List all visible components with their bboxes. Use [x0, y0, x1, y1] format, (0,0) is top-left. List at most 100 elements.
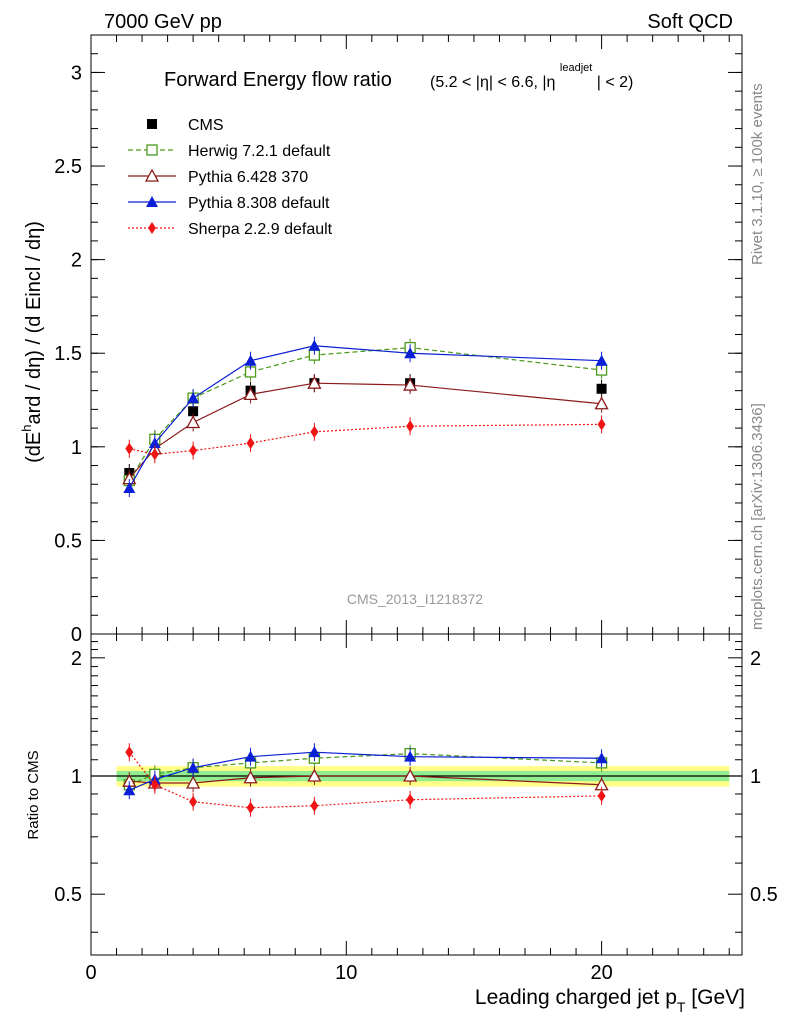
- main-data-point: [404, 347, 417, 359]
- ratio-data-point: [307, 768, 322, 782]
- main-data-point: [243, 387, 258, 401]
- ratio-data-point: [597, 789, 606, 802]
- legend-marker: [146, 196, 158, 207]
- analysis-watermark: CMS_2013_I1218372: [347, 591, 483, 607]
- main-series-2: [122, 374, 609, 488]
- main-data-point: [188, 406, 199, 417]
- ratio-y-tick-label: 0.5: [54, 884, 82, 906]
- ratio-y-tick-label-right: 0.5: [750, 884, 778, 906]
- main-plot-title-cut: (5.2 < |η| < 6.6, |η leadjet | < 2): [430, 58, 633, 91]
- title-cut-end: | < 2): [597, 74, 634, 91]
- y-label-sup: h: [19, 425, 34, 432]
- ratio-y-tick-label: 1: [71, 766, 82, 788]
- x-tick-label: 20: [590, 962, 612, 984]
- main-series-3: [123, 336, 608, 497]
- ratio-data-point: [404, 750, 417, 762]
- main-series-line: [128, 347, 602, 481]
- y-tick-label: 0: [71, 624, 82, 646]
- y-tick-label: 3: [71, 62, 82, 84]
- ratio-data-point: [187, 761, 200, 773]
- title-cut-text: (5.2 < |η| < 6.6, |η: [430, 74, 555, 91]
- main-data-point: [125, 442, 134, 455]
- x-label-sub: T: [677, 999, 686, 1015]
- main-data-point: [595, 354, 608, 366]
- y-tick-label: 2.5: [54, 156, 82, 178]
- main-axes: 0 0.5 1 1.5 2 2.5 3: [54, 34, 742, 646]
- ratio-data-point: [406, 793, 415, 806]
- legend-marker: [146, 144, 158, 156]
- ratio-data-point: [308, 746, 321, 758]
- y-tick-label: 1.5: [54, 343, 82, 365]
- main-data-point: [594, 396, 609, 410]
- ratio-data-point: [123, 784, 136, 796]
- y-tick-label: 2: [71, 250, 82, 272]
- main-data-point: [310, 425, 319, 438]
- main-series-4: [125, 415, 606, 464]
- legend-item: CMS: [147, 117, 224, 134]
- ratio-y-tick-label-right: 1: [750, 766, 761, 788]
- main-plot-panel: Forward Energy flow ratio (5.2 < |η| < 6…: [19, 34, 743, 646]
- legend-item: Sherpa 2.2.9 default: [128, 221, 333, 238]
- main-data-point: [187, 392, 200, 404]
- main-data-point: [246, 437, 255, 450]
- legend-item: Pythia 6.428 370: [128, 168, 308, 186]
- main-data-point: [596, 383, 607, 394]
- main-data-point: [308, 339, 321, 351]
- x-tick-label: 10: [335, 962, 357, 984]
- ratio-plot-panel: Ratio to CMS Leading charged jet pT [GeV…: [25, 633, 778, 1015]
- legend-label: Herwig 7.2.1 default: [188, 143, 331, 160]
- main-y-axis-label: (dEhard / dη) / (d Eincl / dη): [19, 221, 45, 463]
- main-data-point: [123, 481, 136, 493]
- main-data-point: [307, 375, 322, 389]
- main-data-point: [186, 415, 201, 429]
- ratio-data-point: [246, 801, 255, 814]
- header-energy-label: 7000 GeV pp: [104, 11, 222, 33]
- x-label-main: Leading charged jet p: [475, 986, 677, 1009]
- main-data-point: [244, 354, 257, 366]
- x-tick-label: 0: [85, 962, 96, 984]
- legend-label: CMS: [188, 117, 224, 134]
- ratio-data-point: [125, 746, 134, 759]
- ratio-series-3: [125, 743, 606, 817]
- main-plot-title: Forward Energy flow ratio: [164, 69, 392, 91]
- legend-marker: [148, 222, 156, 234]
- x-label-unit: [GeV]: [685, 986, 745, 1009]
- mcplots-source-label: mcplots.cern.ch [arXiv:1306.3436]: [749, 403, 766, 630]
- ratio-data-point: [186, 775, 201, 789]
- main-series-line: [128, 345, 602, 489]
- main-data-point: [403, 377, 418, 391]
- main-series-layer: [122, 336, 609, 497]
- main-data-point: [189, 444, 198, 457]
- legend-marker: [147, 119, 157, 129]
- main-data-point: [406, 420, 415, 433]
- ratio-y-tick-label: 2: [71, 648, 82, 670]
- ratio-axes: 0.5 0.51 12 20 10 20: [54, 634, 778, 984]
- ratio-data-point: [403, 768, 418, 782]
- y-tick-label: 0.5: [54, 530, 82, 552]
- ratio-data-point: [189, 795, 198, 808]
- ratio-y-axis-label: Ratio to CMS: [25, 750, 42, 839]
- ratio-data-point: [243, 770, 258, 784]
- rivet-version-label: Rivet 3.1.10, ≥ 100k events: [749, 83, 766, 265]
- y-label-main: (dE: [23, 432, 45, 463]
- legend-label: Sherpa 2.2.9 default: [188, 221, 333, 238]
- title-cut-sup: leadjet: [560, 62, 592, 74]
- header-category-label: Soft QCD: [647, 11, 733, 33]
- y-label-rest: ard / dη) / (d Eincl / dη): [23, 221, 45, 424]
- main-series-line: [129, 423, 602, 455]
- ratio-plot-frame: [90, 633, 743, 956]
- legend-label: Pythia 8.308 default: [188, 195, 330, 212]
- y-tick-label: 1: [71, 437, 82, 459]
- ratio-y-tick-label-right: 2: [750, 648, 761, 670]
- ratio-series-layer: [122, 743, 609, 817]
- legend-item: Herwig 7.2.1 default: [128, 143, 331, 160]
- legend-item: Pythia 8.308 default: [128, 195, 330, 212]
- main-series-line: [128, 382, 602, 480]
- ratio-data-point: [310, 799, 319, 812]
- ratio-data-point: [595, 752, 608, 764]
- ratio-data-point: [150, 778, 159, 791]
- main-data-point: [148, 437, 161, 449]
- ratio-data-point: [244, 750, 257, 762]
- x-axis-label: Leading charged jet pT [GeV]: [475, 986, 745, 1015]
